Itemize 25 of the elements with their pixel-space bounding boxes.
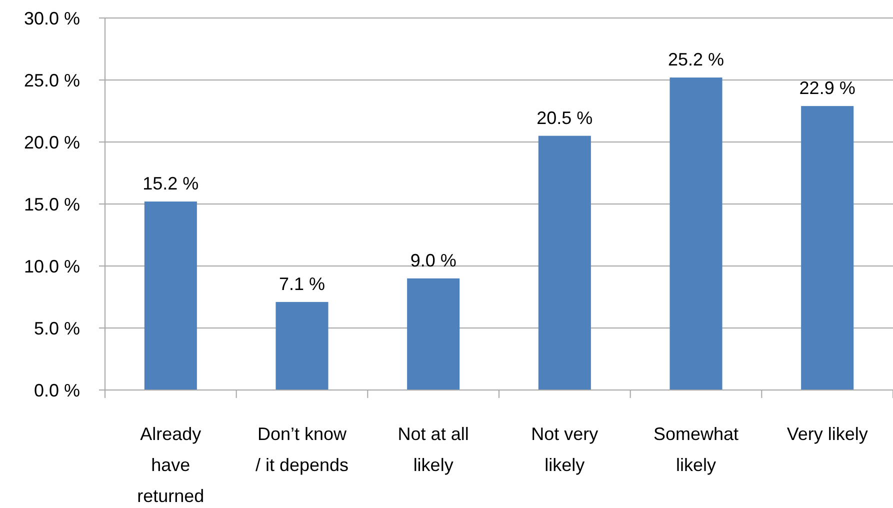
bar xyxy=(801,106,854,390)
data-label: 25.2 % xyxy=(668,50,724,70)
x-tick-label: Not at all likely xyxy=(398,424,469,475)
bar xyxy=(276,302,328,390)
bar xyxy=(670,78,722,390)
x-tick-label: Somewhat likely xyxy=(653,424,739,475)
x-tick-label: Very likely xyxy=(786,424,868,444)
data-label: 7.1 % xyxy=(278,274,326,294)
x-tick-label: Don’t know / it depends xyxy=(255,424,349,475)
bar xyxy=(538,136,591,390)
y-tick-label: 5.0 % xyxy=(34,318,80,338)
y-tick-label: 20.0 % xyxy=(24,132,80,152)
y-tick-label: 30.0 % xyxy=(24,8,80,28)
bar xyxy=(144,202,197,390)
x-tick-label: Not very likely xyxy=(531,424,598,475)
data-label: 15.2 % xyxy=(142,174,199,194)
y-tick-label: 15.0 % xyxy=(24,194,80,214)
data-label: 22.9 % xyxy=(799,78,856,98)
data-label: 20.5 % xyxy=(536,108,593,128)
data-label: 9.0 % xyxy=(410,250,456,270)
y-tick-label: 10.0 % xyxy=(24,256,80,276)
x-tick-label: Already have returned xyxy=(137,424,204,506)
y-tick-label: 25.0 % xyxy=(24,70,80,90)
bar xyxy=(407,278,460,390)
y-tick-label: 0.0 % xyxy=(34,380,80,400)
